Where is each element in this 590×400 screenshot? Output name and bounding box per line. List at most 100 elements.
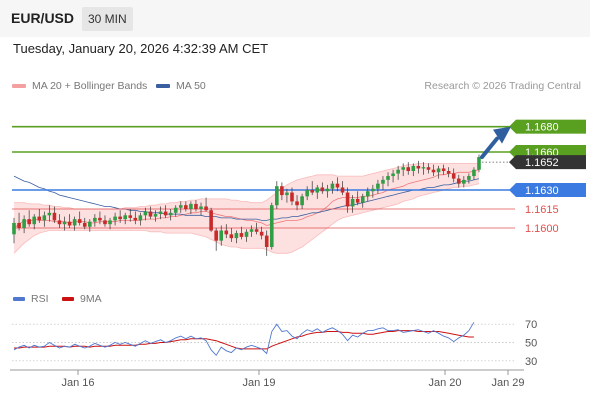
candle-body — [477, 157, 481, 170]
candle-body — [300, 196, 304, 206]
candle-body — [416, 165, 421, 169]
rsi-line — [13, 322, 475, 357]
candle-body — [72, 219, 77, 226]
candle-body — [184, 205, 188, 209]
candle-body — [280, 186, 284, 196]
x-tick-label-Jan 16: Jan 16 — [61, 377, 94, 389]
candle-body — [264, 235, 269, 247]
candle-body — [355, 198, 360, 203]
forecast-arrow-head — [493, 126, 511, 144]
legend-ma50: MA 50 — [156, 80, 206, 92]
candle-body — [376, 183, 380, 189]
candle-body — [269, 205, 274, 247]
candle-body — [366, 191, 370, 197]
candle-body — [27, 219, 31, 225]
candle-body — [426, 167, 431, 170]
copyright-notice: Research © 2026 Trading Central — [424, 80, 581, 92]
candle-body — [47, 212, 52, 216]
candle-body — [360, 196, 365, 203]
level-tag-pointer-1.1660 — [509, 145, 516, 159]
candle-body — [67, 221, 72, 226]
header-bar: EUR/USD 30 MIN — [0, 0, 590, 37]
candle-body — [62, 221, 67, 225]
candle-body — [244, 231, 249, 237]
candle-body — [345, 192, 350, 207]
instrument-name: EUR/USD — [11, 10, 75, 26]
rsi-ma-line — [14, 330, 474, 350]
candle-body — [381, 179, 385, 184]
candle-body — [82, 222, 87, 227]
bollinger-legend-label: MA 20 + Bollinger Bands — [32, 80, 148, 92]
candle-body — [133, 217, 138, 221]
candle-body — [138, 215, 143, 221]
rsi-swatch — [13, 297, 25, 301]
bollinger-swatch — [12, 84, 26, 88]
level-tag-1.1630 — [516, 183, 586, 197]
candle-body — [446, 171, 451, 174]
candle-body — [320, 187, 325, 192]
candle-body — [350, 198, 355, 207]
candle-body — [406, 167, 411, 171]
candle-body — [441, 168, 446, 171]
candle-body — [295, 201, 299, 206]
candle-body — [431, 169, 436, 173]
candle-body — [199, 206, 203, 209]
candle-body — [103, 220, 107, 225]
candle-body — [12, 222, 16, 235]
candle-body — [315, 187, 320, 193]
candle-body — [37, 216, 42, 221]
current-price-label: 1.1652 — [525, 157, 559, 169]
candle-body — [335, 183, 340, 188]
candle-body — [254, 229, 259, 232]
rsi-tick-50: 50 — [525, 338, 537, 350]
candle-body — [456, 178, 461, 184]
candle-body — [143, 211, 148, 216]
level-tag-pointer-1.1630 — [509, 183, 516, 197]
candle-body — [340, 187, 345, 193]
candle-body — [88, 221, 92, 227]
candle-body — [214, 230, 218, 241]
candle-body — [229, 234, 234, 239]
candle-body — [325, 188, 330, 192]
candle-body — [396, 169, 400, 174]
candle-body — [219, 230, 224, 241]
candle-body — [275, 186, 279, 206]
rsi-tick-30: 30 — [525, 356, 537, 368]
legend-bollinger: MA 20 + Bollinger Bands — [12, 80, 147, 92]
level-label-1.1615: 1.1615 — [525, 204, 559, 216]
candle-body — [224, 230, 229, 235]
candle-body — [148, 211, 153, 217]
candle-body — [163, 211, 168, 216]
level-label-1.1680: 1.1680 — [525, 122, 559, 134]
candle-body — [32, 216, 37, 225]
legend-rsi: RSI — [13, 293, 49, 305]
candle-body — [234, 233, 239, 239]
candle-body — [386, 176, 390, 180]
candle-body — [401, 167, 405, 170]
candle-body — [421, 167, 426, 169]
candle-body — [22, 219, 26, 228]
candle-body — [285, 192, 289, 196]
level-label-1.1630: 1.1630 — [525, 185, 559, 197]
candle-body — [118, 216, 122, 220]
legend-rsi-ma: 9MA — [62, 293, 102, 305]
bollinger-lower-line — [13, 183, 480, 254]
candle-body — [411, 165, 416, 171]
candle-body — [57, 220, 62, 225]
level-label-1.1600: 1.1600 — [525, 223, 559, 235]
x-tick-label-Jan 20: Jan 20 — [428, 377, 461, 389]
level-tag-pointer-1.1680 — [509, 119, 516, 134]
candle-body — [128, 215, 133, 218]
ma50-line — [13, 175, 480, 221]
candle-body — [436, 168, 441, 173]
rsi-tick-70: 70 — [525, 319, 537, 331]
candle-body — [98, 217, 102, 221]
candle-body — [209, 210, 213, 231]
rsi-legend-label: RSI — [31, 293, 49, 305]
ma50-swatch — [156, 84, 170, 88]
timeframe-button[interactable]: 30 MIN — [82, 7, 133, 31]
candle-body — [472, 169, 476, 177]
candle-body — [305, 190, 309, 197]
candle-body — [330, 183, 335, 189]
